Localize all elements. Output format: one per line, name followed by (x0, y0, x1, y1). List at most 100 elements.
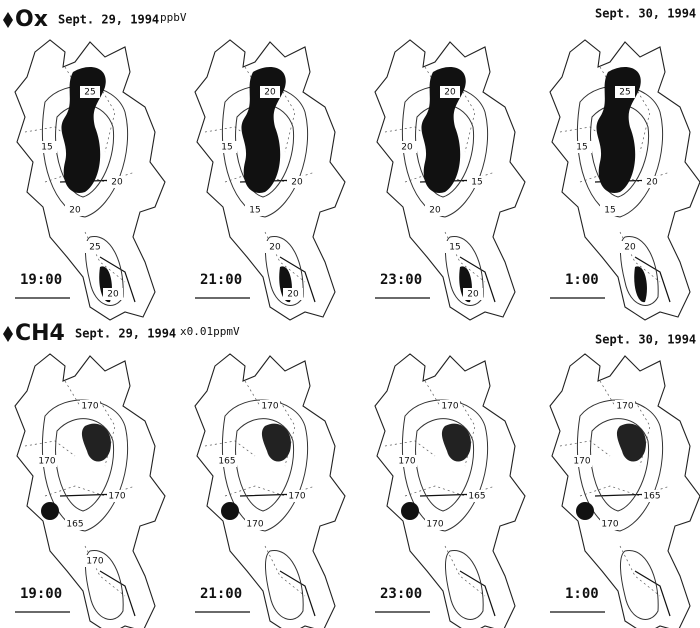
date-end: Sept. 30, 1994 (595, 7, 696, 21)
contour-label: 20 (467, 290, 479, 300)
contour-label-bg (217, 455, 237, 467)
contour-label-bg (620, 241, 640, 253)
date-start: Sept. 29, 1994 (75, 327, 176, 341)
contour-label: 20 (264, 88, 276, 98)
time-label: 21:00 (200, 272, 242, 288)
contour-label-bg (463, 288, 483, 300)
contour-label-bg (260, 86, 280, 98)
concentration-blob (576, 423, 646, 520)
contour-label-bg (397, 141, 417, 153)
map-panel: 25 15 20 15 20 (549, 39, 700, 321)
contour-label-bg (80, 86, 100, 98)
contour-label-bg (103, 288, 123, 300)
contour-label: 20 (111, 178, 123, 188)
contour-label-bg (37, 141, 57, 153)
contour-label-bg (65, 518, 85, 530)
contour-label-bg (642, 176, 662, 188)
contour-label: 170 (601, 520, 618, 530)
contour-label: 170 (573, 457, 590, 467)
contour-label-bg (615, 400, 635, 412)
contour-label: 165 (66, 520, 83, 530)
panel-row: CH4 Sept. 29, 1994 x0.01ppmV Sept. 30, 1994… (3, 321, 700, 628)
contour-label: 170 (38, 457, 55, 467)
concentration-blob (41, 423, 111, 520)
contour-label: 15 (449, 243, 460, 253)
contour-label-bg (440, 400, 460, 412)
contour-label: 20 (624, 243, 636, 253)
map-panel: 170 170 170 165 170 (14, 353, 166, 628)
contour-label-bg (445, 241, 465, 253)
contour-label-bg (467, 176, 487, 188)
time-label: 23:00 (380, 586, 422, 602)
contour-label-bg (615, 86, 635, 98)
contour-label-bg (85, 241, 105, 253)
contour-label-bg (245, 204, 265, 216)
contour-label-bg (572, 141, 592, 153)
contour-label: 20 (646, 178, 658, 188)
contour-label: 20 (444, 88, 456, 98)
contour-label: 20 (69, 206, 81, 216)
contour-label-bg (265, 241, 285, 253)
panel-row: Ox Sept. 29, 1994 ppbV Sept. 30, 1994251520… (3, 7, 700, 321)
contour-label: 170 (81, 402, 98, 412)
contour-label-bg (600, 518, 620, 530)
contour-label: 165 (218, 457, 235, 467)
contour-label: 170 (108, 492, 125, 502)
time-label: 21:00 (200, 586, 242, 602)
contour-label-bg (37, 455, 57, 467)
date-end: Sept. 30, 1994 (595, 333, 696, 347)
contour-label-bg (85, 555, 105, 567)
contour-label: 170 (288, 492, 305, 502)
contour-label: 20 (269, 243, 281, 253)
contour-label-bg (65, 204, 85, 216)
map-panel: 20 20 15 20 15 20 (374, 39, 526, 321)
species-label: CH4 (15, 321, 65, 346)
contour-label-bg (283, 288, 303, 300)
contour-label: 20 (401, 143, 413, 153)
contour-label: 15 (249, 206, 260, 216)
unit-label: ppbV (160, 11, 187, 24)
contour-label: 20 (429, 206, 441, 216)
contour-label: 25 (619, 88, 630, 98)
contour-label: 165 (643, 492, 660, 502)
contour-label-bg (440, 86, 460, 98)
unit-label: x0.01ppmV (180, 325, 240, 338)
contour-label-bg (572, 455, 592, 467)
contour-label: 15 (41, 143, 52, 153)
contour-label-bg (287, 176, 307, 188)
contour-label-bg (397, 455, 417, 467)
contour-label: 170 (616, 402, 633, 412)
contour-label: 25 (84, 88, 95, 98)
contour-label: 15 (576, 143, 587, 153)
contour-label: 170 (246, 520, 263, 530)
contour-label: 170 (261, 402, 278, 412)
map-panel: 20 15 20 15 20 20 (194, 39, 346, 321)
contour-label-bg (425, 518, 445, 530)
contour-label-bg (107, 176, 127, 188)
map-panel: 170 170 165 170 (374, 353, 526, 628)
contour-label: 170 (441, 402, 458, 412)
time-label: 19:00 (20, 272, 62, 288)
contour-label-bg (287, 490, 307, 502)
contour-label-bg (80, 400, 100, 412)
contour-label: 165 (468, 492, 485, 502)
contour-label: 20 (291, 178, 303, 188)
contour-label-bg (642, 490, 662, 502)
contour-label: 170 (398, 457, 415, 467)
contour-label: 15 (221, 143, 232, 153)
date-start: Sept. 29, 1994 (58, 13, 159, 27)
diamond-icon (3, 326, 13, 342)
contour-label-bg (217, 141, 237, 153)
contour-label-bg (467, 490, 487, 502)
contour-label: 20 (107, 290, 119, 300)
contour-label-bg (425, 204, 445, 216)
time-label: 19:00 (20, 586, 62, 602)
map-panel: 25 15 20 20 25 20 (14, 39, 166, 321)
contour-label: 20 (287, 290, 299, 300)
time-label: 1:00 (565, 272, 599, 288)
contour-label: 25 (89, 243, 100, 253)
contour-label: 170 (426, 520, 443, 530)
contour-label: 170 (86, 557, 103, 567)
time-label: 1:00 (565, 586, 599, 602)
